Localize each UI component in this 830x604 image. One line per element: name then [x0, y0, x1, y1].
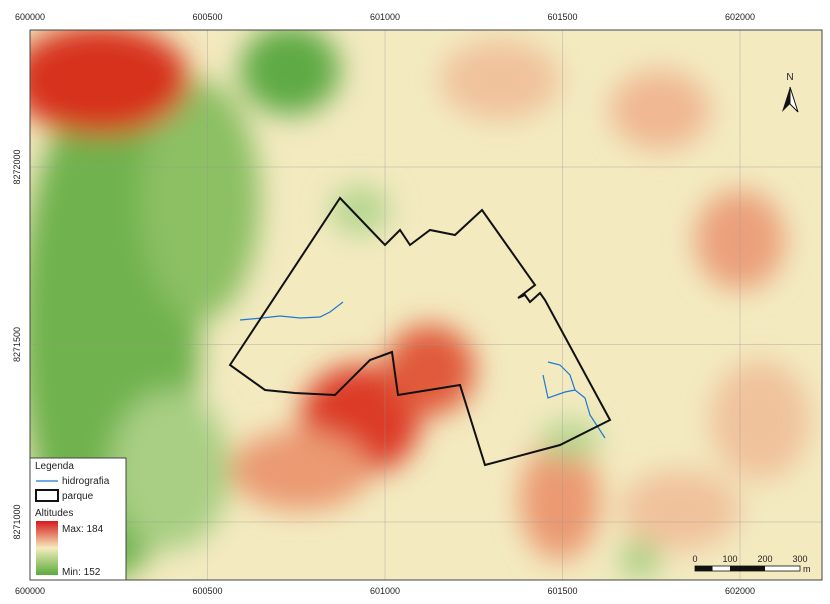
x-coord-label: 600500 — [192, 12, 222, 22]
x-coord-label: 600000 — [15, 12, 45, 22]
y-coord-label: 8272000 — [12, 149, 22, 184]
legend-title: Legenda — [35, 461, 74, 472]
scale-label: 100 — [722, 554, 737, 564]
legend: Legenda hidrografia parque Altitudes Max… — [30, 458, 126, 580]
page: {"map": { "x_ticks": [600000, 600500, 60… — [0, 0, 830, 599]
legend-ramp-title: Altitudes — [35, 508, 73, 519]
y-coord-label: 8271000 — [12, 504, 22, 539]
scale-unit: m — [803, 564, 811, 574]
x-coord-label: 600000 — [15, 586, 45, 596]
x-coord-label: 602000 — [725, 12, 755, 22]
map: 600000 600000 600500 600500 601000 601000 6015… — [0, 0, 830, 599]
legend-item: hidrografia — [62, 476, 110, 487]
scale-label: 200 — [757, 554, 772, 564]
x-coord-label: 601000 — [370, 12, 400, 22]
legend-item: parque — [62, 491, 94, 502]
x-coord-label: 602000 — [725, 586, 755, 596]
legend-min: Min: 152 — [62, 567, 101, 578]
y-coord-label: 8271500 — [12, 327, 22, 362]
x-coord-label: 601000 — [370, 586, 400, 596]
elevation-raster — [10, 25, 822, 580]
x-coord-label: 601500 — [547, 586, 577, 596]
scale-label: 300 — [792, 554, 807, 564]
x-coord-label: 601500 — [547, 12, 577, 22]
legend-max: Max: 184 — [62, 524, 104, 535]
legend-ramp — [36, 521, 58, 575]
scale-label: 0 — [692, 554, 697, 564]
north-label: N — [786, 72, 793, 83]
x-coord-label: 600500 — [192, 586, 222, 596]
